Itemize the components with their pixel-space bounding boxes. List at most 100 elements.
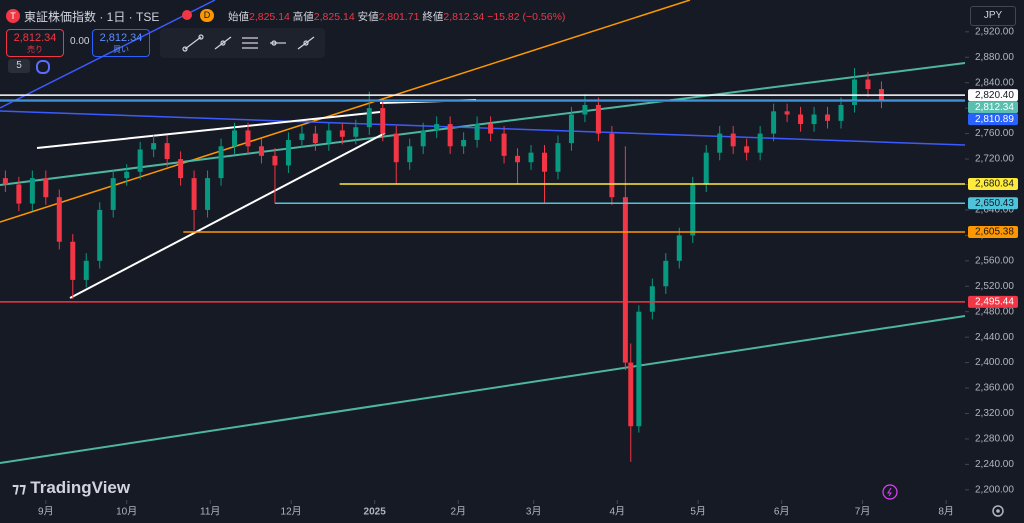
wedge-line [36, 111, 381, 149]
x-tick-label: 10月 [116, 506, 137, 518]
spread: 0.00 [70, 36, 90, 47]
candle-body [515, 155, 521, 163]
candle-body [798, 114, 804, 125]
candle-body [83, 260, 89, 280]
y-tick-label: 2,400.00 [975, 357, 1014, 368]
alert-icon[interactable] [882, 484, 898, 500]
y-tick-label: 2,840.00 [975, 77, 1014, 88]
price-tag-label: 2,812.34 [975, 102, 1014, 113]
candle-body [628, 362, 634, 427]
candle-body [568, 114, 574, 144]
candle-body [299, 133, 305, 140]
channel-line [0, 315, 966, 464]
y-tick-label: 2,720.00 [975, 154, 1014, 165]
candle-body [609, 133, 615, 198]
price-tag [968, 295, 1018, 308]
y-tick-label: 2,320.00 [975, 408, 1014, 419]
x-tick-label: 2025 [364, 507, 387, 518]
price-tag [968, 89, 1018, 102]
candle-body [245, 130, 251, 147]
candle-body [393, 133, 399, 163]
candle-body [730, 133, 736, 147]
indicator-icon[interactable] [36, 60, 50, 74]
candle-body [636, 311, 642, 427]
candle-body [676, 235, 682, 261]
price: 2,812.34 [99, 32, 143, 44]
candle-body [339, 130, 345, 137]
candle-body [258, 146, 264, 156]
price: 2,812.34 [13, 32, 57, 44]
x-tick-label: 5月 [690, 506, 706, 518]
trend-line [0, 0, 216, 109]
candle-body [353, 127, 359, 137]
value: 2,825.14 [313, 11, 355, 23]
change: −15.82 (−0.56%) [487, 11, 566, 23]
candle-body [744, 146, 750, 153]
price-tag [968, 225, 1018, 238]
x-tick-label: 4月 [609, 506, 625, 518]
x-tick-label: 6月 [774, 506, 790, 518]
drawing-toolbar [160, 28, 325, 58]
candle-body [2, 178, 8, 185]
value: 2,825.14 [249, 11, 290, 23]
label: 始値 [228, 11, 249, 23]
candle-body [541, 152, 547, 172]
y-tick-label: 2,560.00 [975, 255, 1014, 266]
x-tick-label: 8月 [938, 506, 954, 518]
x-tick-label: 2月 [450, 506, 466, 518]
price-tag-label: 2,680.84 [975, 179, 1014, 190]
trend-line [0, 110, 966, 146]
candle-body [124, 171, 130, 179]
candle-body [326, 130, 332, 144]
symbol[interactable]: 東証株価指数 · 1日 · TSE [24, 10, 160, 24]
candle-body [434, 124, 440, 131]
candle-body [703, 152, 709, 185]
candle-body [501, 133, 507, 156]
label: 安値 [357, 11, 379, 23]
price-tag-label: 2,810.89 [975, 114, 1014, 125]
candle-body [97, 209, 103, 261]
brand: ⁊⁊ TradingView [12, 478, 131, 497]
y-tick-label: 2,240.00 [975, 459, 1014, 470]
marks: 2,920.002,880.002,840.002,800.002,760.00… [0, 26, 1014, 518]
buy-button[interactable]: 2,812.34 買い [92, 29, 150, 57]
candle-body [811, 114, 817, 125]
candle-body [461, 139, 467, 147]
y-tick-label: 2,200.00 [975, 484, 1014, 495]
price-axis [965, 0, 1024, 523]
candle-body [420, 130, 426, 147]
candle-body [312, 133, 318, 144]
currency[interactable]: JPY [970, 6, 1016, 26]
candle-body [488, 124, 494, 134]
price-tag-label: 2,820.40 [975, 90, 1014, 101]
y-tick-label: 2,280.00 [975, 434, 1014, 445]
candle-body [555, 143, 561, 172]
candle-body [865, 79, 871, 90]
candle-body [528, 152, 534, 163]
candle-body [690, 184, 696, 236]
candle-body [582, 104, 588, 115]
price-tag [968, 197, 1018, 210]
candle-body [595, 104, 601, 134]
x-tick-label: 9月 [38, 506, 54, 518]
y-tick-label: 2,640.00 [975, 205, 1014, 216]
price-tag [968, 113, 1018, 126]
y-tick-label: 2,880.00 [975, 52, 1014, 63]
candle-body [663, 260, 669, 287]
sell-button[interactable]: 2,812.34 売り [6, 29, 64, 57]
candle-body [191, 178, 197, 210]
y-tick-label: 2,480.00 [975, 306, 1014, 317]
indicator-count[interactable]: 5 [8, 59, 30, 73]
candle-body [43, 178, 49, 198]
candle-body [205, 178, 211, 210]
candle-body [851, 79, 857, 105]
label: 買い [113, 45, 129, 54]
y-tick-label: 2,920.00 [975, 26, 1014, 37]
price-tag [968, 177, 1018, 190]
brand-text: TradingView [30, 478, 131, 497]
settings-icon[interactable] [992, 505, 1004, 517]
candle-body [771, 111, 777, 134]
ohlc: 始値2,825.14 高値2,825.14 安値2,801.71 終値2,812… [228, 9, 565, 24]
